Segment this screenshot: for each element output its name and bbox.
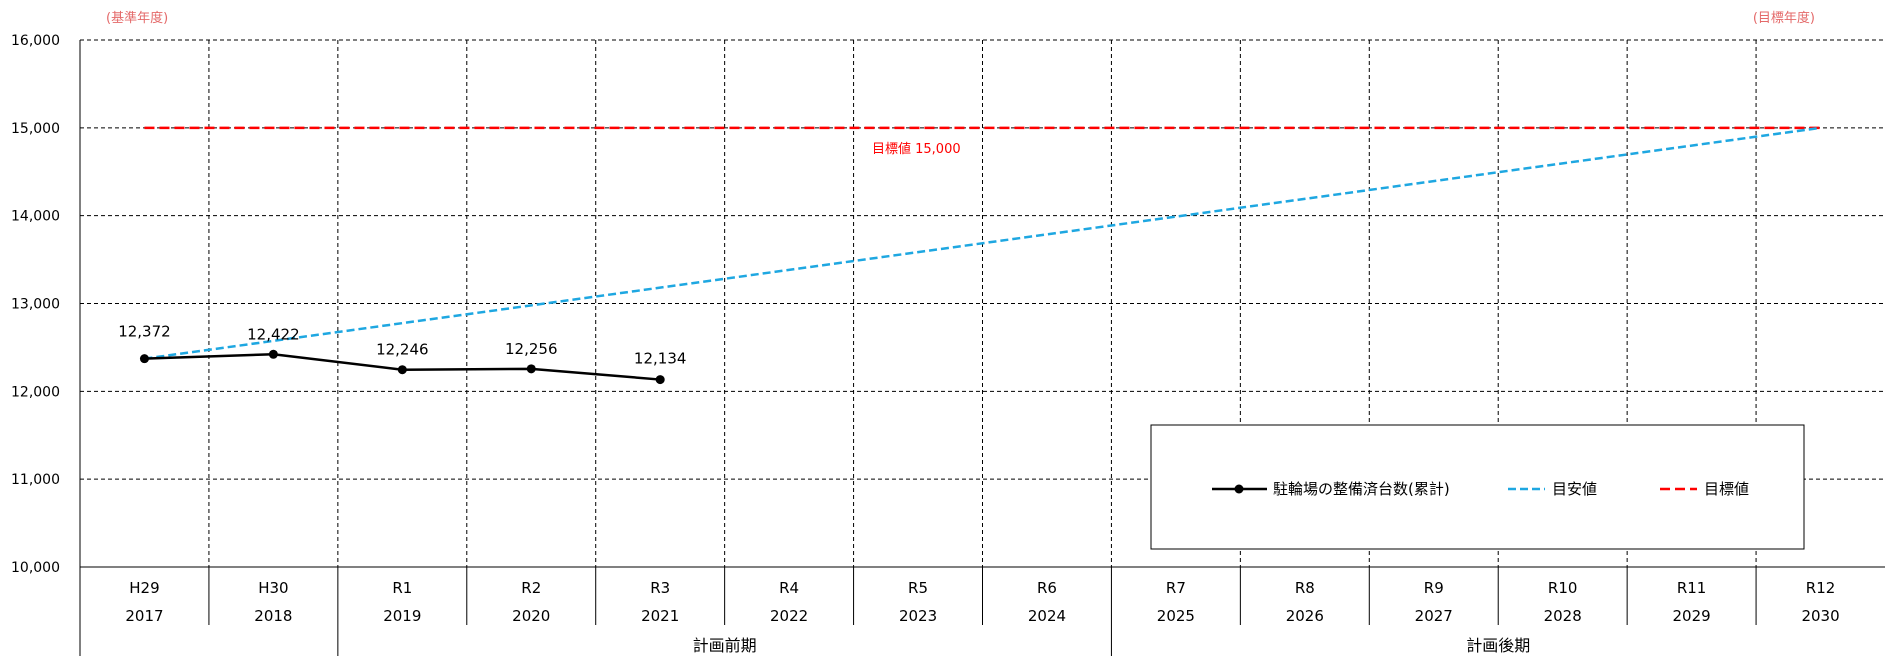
y-tick-label: 10,000 (11, 560, 60, 576)
x-tick-label: R7 (1166, 579, 1186, 597)
base-year-label: (基準年度) (106, 10, 168, 26)
phase-label: 計画前期 (693, 636, 757, 655)
x-year-label: 2021 (641, 607, 679, 625)
legend: 駐輪場の整備済台数(累計) 目安値 目標値 (1150, 424, 1805, 550)
data-labels: 12,372 12,422 12,246 12,256 12,134 (118, 323, 686, 368)
x-tick-label: R4 (779, 579, 799, 597)
x-year-label: 2018 (254, 607, 292, 625)
legend-marker-actual (1234, 484, 1244, 494)
y-tick-label: 15,000 (11, 121, 60, 137)
y-tick-label: 16,000 (11, 33, 60, 49)
actual-point (655, 375, 665, 385)
x-year-label: 2019 (383, 607, 421, 625)
actual-point (397, 365, 407, 375)
x-tick-label: R2 (521, 579, 541, 597)
x-tick-label: R6 (1037, 579, 1057, 597)
x-year-label: 2024 (1028, 607, 1066, 625)
x-tick-label: H29 (129, 579, 159, 597)
x-tick-label: R1 (392, 579, 412, 597)
x-year-label: 2029 (1673, 607, 1711, 625)
x-tick-label: R10 (1548, 579, 1578, 597)
axes (79, 40, 1885, 656)
guide-line (144, 126, 1821, 360)
x-year-label: 2027 (1415, 607, 1453, 625)
data-label: 12,256 (505, 340, 558, 358)
x-tick-label: R11 (1677, 579, 1707, 597)
legend-label-actual: 駐輪場の整備済台数(累計) (1273, 480, 1450, 498)
x-year-label: 2025 (1157, 607, 1195, 625)
y-tick-label: 14,000 (11, 209, 60, 225)
data-label: 12,134 (634, 350, 687, 368)
x-year-label: 2030 (1801, 607, 1839, 625)
x-year-label: 2017 (125, 607, 163, 625)
actual-point (268, 349, 278, 359)
x-tick-label: H30 (258, 579, 288, 597)
actual-point (139, 354, 149, 364)
y-tick-label: 12,000 (11, 384, 60, 400)
x-year-label: 2022 (770, 607, 808, 625)
x-year-label: 2028 (1544, 607, 1582, 625)
legend-box (1150, 424, 1805, 550)
legend-label-guide: 目安値 (1552, 480, 1597, 498)
y-tick-label: 13,000 (11, 297, 60, 313)
data-label: 12,372 (118, 323, 171, 341)
x-tick-label: R5 (908, 579, 928, 597)
target-year-label: (目標年度) (1753, 10, 1815, 26)
x-tick-label: R12 (1806, 579, 1836, 597)
series-lines (139, 126, 1821, 385)
x-year-label: 2023 (899, 607, 937, 625)
x-tick-label: R9 (1424, 579, 1444, 597)
x-tick-labels: H29 2017 H30 2018 R1 2019 R2 2020 R3 2021 R4 2022 R5… (125, 579, 1839, 625)
legend-label-target: 目標値 (1704, 480, 1749, 498)
actual-point (526, 364, 536, 374)
target-value-label: 目標値 15,000 (872, 141, 961, 157)
x-year-label: 2020 (512, 607, 550, 625)
phase-labels: 計画前期 計画後期 (693, 636, 1531, 655)
y-tick-label: 11,000 (11, 472, 60, 488)
x-tick-label: R8 (1295, 579, 1315, 597)
x-year-label: 2026 (1286, 607, 1324, 625)
y-tick-labels: 10,000 11,000 12,000 13,000 14,000 15,000 16,0… (11, 33, 60, 576)
phase-label: 計画後期 (1466, 636, 1530, 655)
x-tick-label: R3 (650, 579, 670, 597)
data-label: 12,422 (247, 325, 300, 343)
data-label: 12,246 (376, 341, 429, 359)
